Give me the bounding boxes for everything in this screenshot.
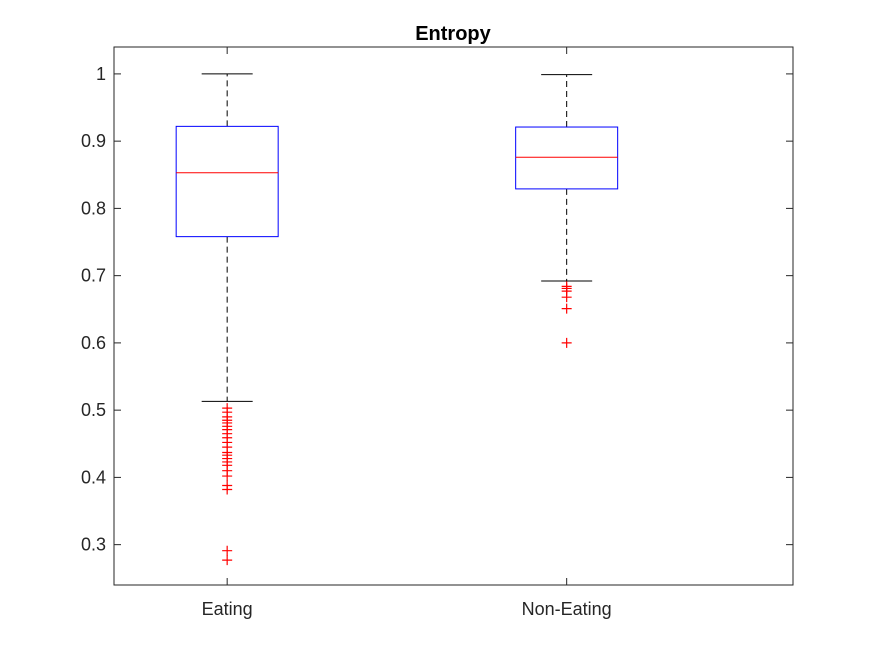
outlier-marker	[561, 303, 572, 314]
y-axis: 0.3 0.4 0.5 0.6 0.7 0.8 0.9 1	[81, 64, 793, 555]
outlier-marker	[222, 545, 233, 556]
outlier-marker	[222, 555, 233, 566]
y-tick-label: 0.8	[81, 198, 106, 218]
box-iqr	[515, 126, 619, 190]
outlier-marker	[561, 337, 572, 348]
y-tick-label: 0.7	[81, 266, 106, 286]
y-tick-label: 0.4	[81, 467, 106, 487]
chart-title: Entropy	[415, 23, 491, 45]
box-group-eating	[175, 73, 279, 566]
x-tick-label: Eating	[202, 599, 253, 619]
y-tick-label: 0.6	[81, 333, 106, 353]
outlier-marker	[561, 292, 572, 303]
x-tick-label: Non-Eating	[522, 599, 612, 619]
x-axis: Eating Non-Eating	[202, 47, 612, 619]
outlier-marker	[222, 471, 233, 482]
y-tick-label: 0.5	[81, 400, 106, 420]
y-tick-label: 1	[96, 64, 106, 84]
box-iqr	[175, 125, 279, 238]
outlier-marker	[222, 484, 233, 495]
y-tick-label: 0.3	[81, 535, 106, 555]
plot-area	[113, 46, 794, 586]
boxes-layer	[175, 73, 619, 566]
y-tick-label: 0.9	[81, 131, 106, 151]
box-group-non-eating	[515, 74, 619, 348]
